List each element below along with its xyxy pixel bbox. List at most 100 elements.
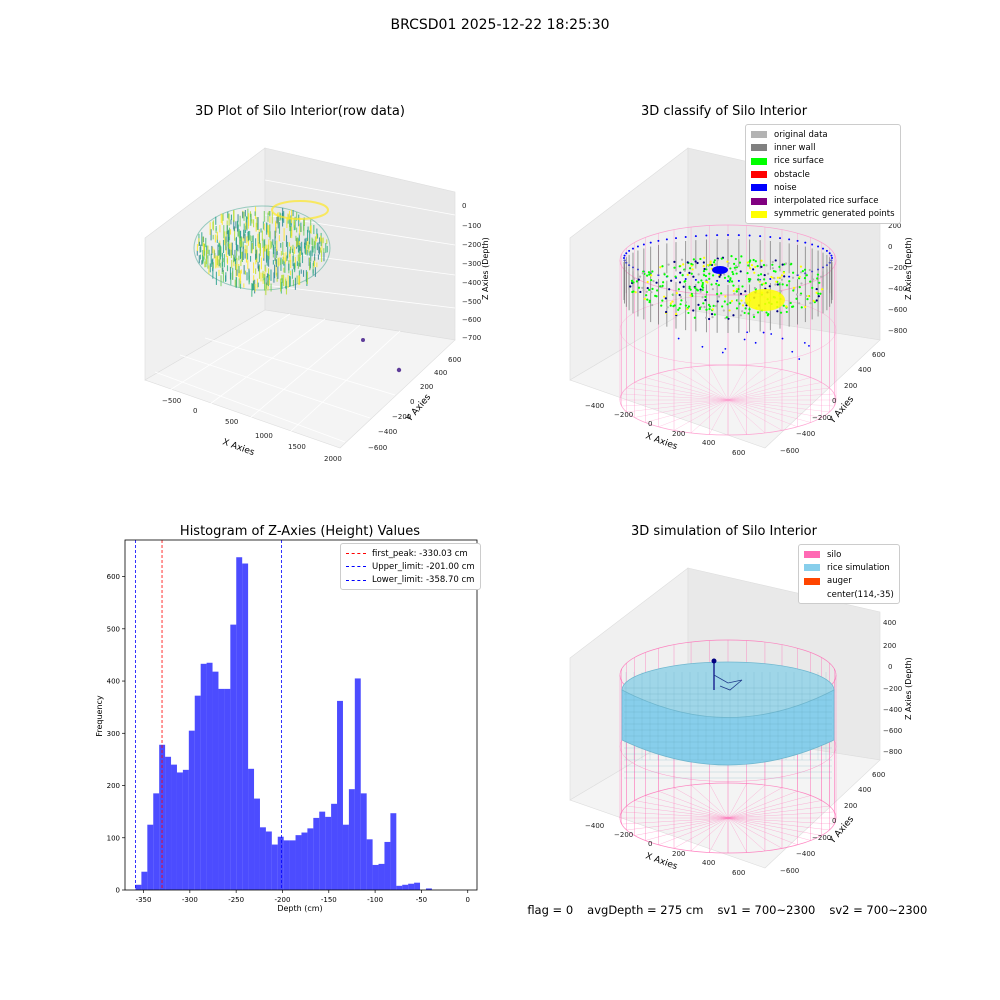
histogram-bar xyxy=(425,888,432,890)
classified-point xyxy=(729,301,732,304)
classified-point xyxy=(774,283,777,286)
silo-spoke xyxy=(634,382,729,401)
legend-swatch xyxy=(346,566,366,568)
classified-point xyxy=(682,285,685,288)
silo-spoke xyxy=(727,805,830,819)
classified-point xyxy=(733,266,736,269)
silo-spoke xyxy=(727,399,766,434)
classified-point xyxy=(677,308,680,311)
noise-point xyxy=(748,234,751,237)
legend-swatch xyxy=(751,210,767,218)
classified-point xyxy=(757,274,760,277)
legend-label: silo xyxy=(827,549,842,560)
classified-point xyxy=(743,311,746,315)
outlier-point xyxy=(396,367,402,373)
classified-point xyxy=(821,288,824,291)
noise-point xyxy=(779,237,781,240)
y-tick-label: 0 xyxy=(832,397,836,405)
silo-spoke xyxy=(727,373,798,401)
classified-point xyxy=(665,310,668,314)
classified-point xyxy=(727,275,730,278)
classified-point xyxy=(792,286,796,289)
classified-point xyxy=(696,261,699,265)
classified-point xyxy=(764,282,767,285)
classified-point xyxy=(705,268,708,271)
classified-point xyxy=(700,279,703,282)
classified-point xyxy=(780,278,784,281)
histogram-bar xyxy=(171,764,177,890)
classified-point xyxy=(812,278,815,281)
classified-point xyxy=(748,308,751,311)
histogram-bar xyxy=(319,811,326,890)
classified-point xyxy=(650,291,653,294)
silo-spoke xyxy=(690,366,729,401)
y-ticks: 0 100 200 300 400 500 600 xyxy=(107,573,125,895)
silo-spoke xyxy=(727,817,830,831)
classified-point xyxy=(646,298,649,301)
classified-point xyxy=(718,275,721,278)
classified-point xyxy=(632,281,635,284)
classified-point xyxy=(781,263,784,266)
y-axis-label: Frequency xyxy=(95,695,104,737)
z-tick-label: −400 xyxy=(462,279,481,287)
classified-point xyxy=(696,289,699,292)
noise-point xyxy=(716,279,719,282)
classified-point xyxy=(784,262,788,265)
classified-point xyxy=(806,298,809,301)
histogram-bar xyxy=(188,730,195,890)
noise-point xyxy=(694,235,697,238)
noise-point xyxy=(737,234,740,237)
pane-floor xyxy=(569,729,881,869)
legend-label: center(114,-35) xyxy=(827,589,894,600)
panel-simulation-3d: −400 −200 0 200 400 600 X Axies −600 −40… xyxy=(569,567,913,877)
classified-point xyxy=(668,288,671,291)
legend-item: inner wall xyxy=(751,141,895,154)
histogram-bar xyxy=(277,836,284,890)
classified-point xyxy=(691,294,694,298)
classified-point xyxy=(646,280,649,284)
classified-point xyxy=(699,257,702,261)
classified-point xyxy=(731,270,734,274)
classified-point xyxy=(735,290,738,293)
classified-point xyxy=(650,278,653,282)
classified-point xyxy=(779,276,782,279)
legend-swatch xyxy=(804,564,820,572)
noise-point xyxy=(804,241,807,244)
noise-point xyxy=(769,235,772,238)
histogram-bar xyxy=(402,884,409,890)
noise-point xyxy=(684,278,687,281)
noise-point xyxy=(746,331,749,334)
noise-point xyxy=(694,278,697,281)
classified-point xyxy=(760,283,764,286)
z-tick-label: −500 xyxy=(462,298,481,306)
classified-point xyxy=(734,264,738,267)
classified-point xyxy=(799,293,802,297)
classified-point xyxy=(809,302,812,305)
legend-simulation: silo rice simulation auger center(114,-3… xyxy=(798,544,900,605)
histogram-bar xyxy=(135,884,142,890)
classified-point xyxy=(773,277,776,280)
classified-point xyxy=(741,285,744,288)
classified-point xyxy=(690,264,693,267)
classified-point xyxy=(709,262,712,265)
classified-point xyxy=(693,316,696,319)
classified-point xyxy=(782,304,785,307)
histogram-bar xyxy=(337,700,343,890)
x-tick-label: −200 xyxy=(614,411,633,419)
classified-point xyxy=(646,286,649,290)
y-tick-labels: −600 −400 −200 0 200 400 600 xyxy=(780,351,885,455)
legend-item: Upper_limit: -201.00 cm xyxy=(346,560,475,573)
legend-label: original data xyxy=(774,129,828,140)
classified-point xyxy=(722,309,725,312)
classified-point xyxy=(754,265,757,269)
classified-point xyxy=(666,306,669,309)
classified-point xyxy=(737,290,740,293)
classified-point xyxy=(740,255,743,258)
x-tick-label: -300 xyxy=(182,896,198,904)
noise-point xyxy=(684,235,687,238)
classified-point xyxy=(661,265,664,268)
x-tick-label: 200 xyxy=(672,850,685,858)
legend-item: obstacle xyxy=(751,168,895,181)
x-tick-label: 2000 xyxy=(324,455,342,463)
classified-point xyxy=(798,275,801,278)
